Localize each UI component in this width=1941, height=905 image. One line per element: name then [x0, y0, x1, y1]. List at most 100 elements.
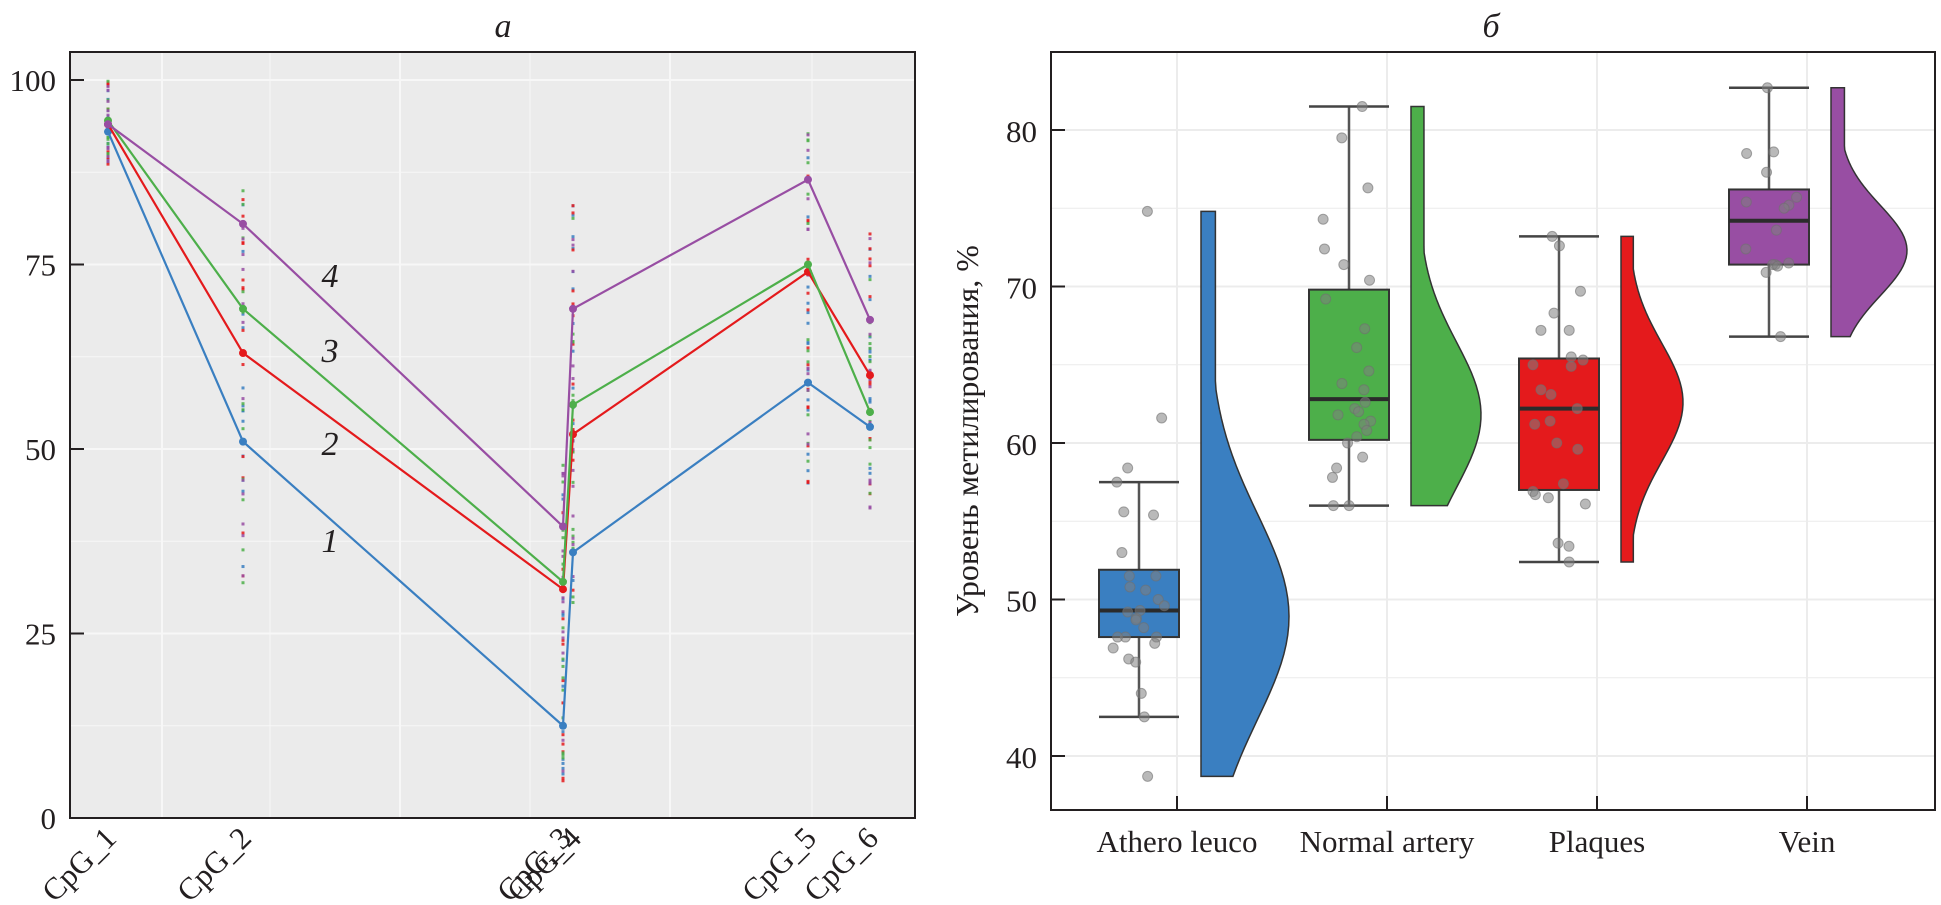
jitter-point	[1140, 584, 1152, 596]
sample-point	[571, 213, 575, 217]
panel-a-series-labels: 1 2 3 4	[321, 258, 339, 560]
series-marker-1	[239, 437, 247, 446]
panel-a-plot-background	[70, 52, 915, 818]
series-marker-3	[866, 408, 874, 417]
jitter-point	[1574, 285, 1586, 297]
sample-point	[571, 289, 575, 293]
sample-point	[106, 136, 110, 140]
jitter-point	[1122, 606, 1134, 618]
series-marker-4	[569, 304, 577, 313]
sample-point	[868, 350, 872, 354]
series-label-3: 3	[321, 333, 339, 370]
sample-point	[241, 202, 245, 206]
x-tick-label: Athero leuco	[1097, 824, 1258, 859]
sample-point	[571, 238, 575, 242]
sample-point	[806, 139, 810, 143]
series-marker-3	[804, 260, 812, 269]
jitter-point	[1563, 556, 1575, 568]
sample-point	[571, 450, 575, 454]
jitter-point	[1565, 360, 1577, 372]
series-marker-4	[559, 522, 567, 531]
sample-point	[571, 340, 575, 344]
sample-point	[571, 546, 575, 550]
jitter-point	[1122, 462, 1134, 474]
y-tick-label: 25	[25, 617, 56, 652]
sample-point	[241, 531, 245, 535]
jitter-point	[1361, 424, 1373, 436]
sample-point	[241, 363, 245, 367]
sample-point	[561, 611, 565, 615]
panel-b-plot-background	[1051, 52, 1935, 810]
sample-point	[561, 779, 565, 783]
sample-point	[561, 626, 565, 630]
sample-point	[561, 642, 565, 646]
sample-point	[571, 514, 575, 518]
jitter-point	[1542, 492, 1554, 504]
sample-point	[806, 480, 810, 484]
sample-point	[241, 534, 245, 538]
sample-point	[806, 360, 810, 364]
jitter-point	[1563, 540, 1575, 552]
jitter-point	[1124, 581, 1136, 593]
jitter-point	[1546, 230, 1558, 242]
sample-point	[571, 287, 575, 291]
sample-point	[806, 413, 810, 417]
sample-point	[868, 438, 872, 442]
sample-point	[561, 772, 565, 776]
sample-point	[241, 249, 245, 253]
series-marker-3	[559, 577, 567, 586]
sample-point	[868, 278, 872, 282]
jitter-point	[1343, 500, 1355, 512]
sample-point	[561, 471, 565, 475]
sample-point	[561, 753, 565, 757]
sample-point	[806, 308, 810, 312]
sample-point	[561, 651, 565, 655]
sample-point	[868, 237, 872, 241]
jitter-point	[1326, 471, 1338, 483]
sample-point	[241, 214, 245, 218]
sample-point	[571, 377, 575, 381]
sample-point	[806, 340, 810, 344]
panel-a-gridlines	[70, 52, 915, 819]
sample-point	[571, 527, 575, 531]
jitter-point	[1148, 509, 1160, 521]
sample-point	[106, 109, 110, 113]
sample-point	[561, 636, 565, 640]
sample-point	[241, 326, 245, 330]
sample-point	[241, 478, 245, 482]
sample-point	[106, 99, 110, 103]
series-marker-1	[569, 548, 577, 557]
sample-point	[241, 581, 245, 585]
sample-point	[806, 444, 810, 448]
y-tick-label: 0	[41, 801, 57, 836]
sample-point	[868, 491, 872, 495]
jitter-point	[1353, 406, 1365, 418]
sample-point	[806, 291, 810, 295]
sample-point	[806, 148, 810, 152]
sample-point	[241, 455, 245, 459]
sample-point	[806, 161, 810, 165]
jitter-point	[1572, 443, 1584, 455]
sample-point	[561, 493, 565, 497]
jitter-point	[1356, 101, 1368, 113]
sample-point	[561, 761, 565, 765]
series-label-4: 4	[322, 258, 339, 295]
sample-point	[106, 153, 110, 157]
series-marker-2	[866, 371, 874, 380]
sample-point	[806, 192, 810, 196]
jitter-point	[1535, 324, 1547, 336]
sample-point	[561, 600, 565, 604]
sample-point	[241, 419, 245, 423]
jitter-point	[1740, 243, 1752, 255]
jitter-point	[1156, 412, 1168, 424]
series-label-2: 2	[322, 426, 339, 463]
sample-point	[571, 248, 575, 252]
sample-point	[241, 237, 245, 241]
sample-point	[106, 159, 110, 163]
y-tick-label: 75	[25, 248, 56, 283]
sample-point	[571, 204, 575, 208]
sample-point	[868, 332, 872, 336]
sample-point	[106, 82, 110, 86]
sample-point	[106, 107, 110, 111]
